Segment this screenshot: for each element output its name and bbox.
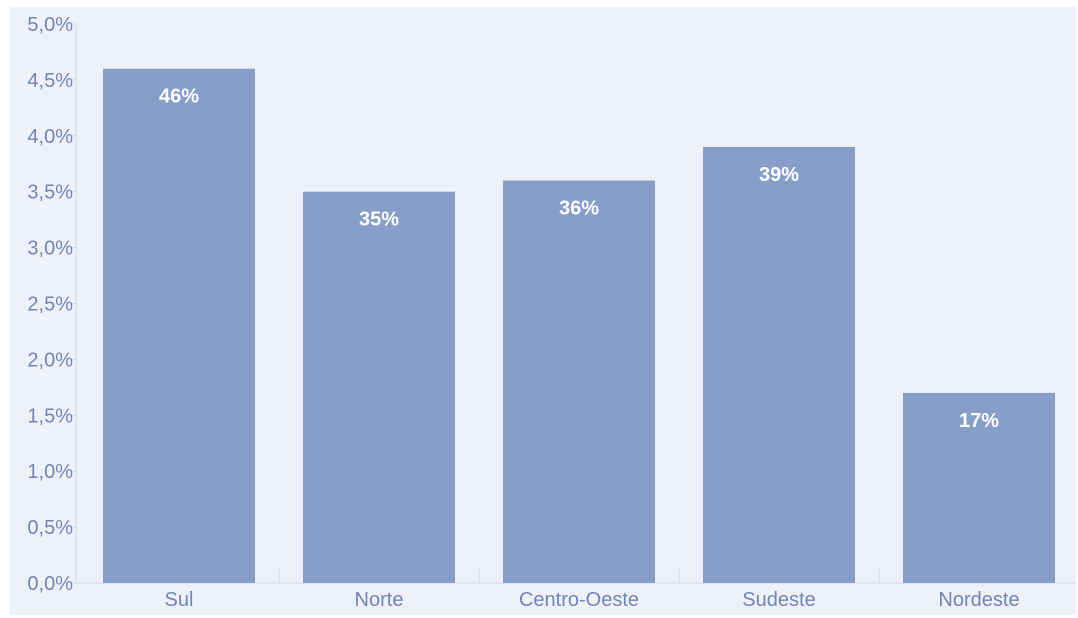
bar-norte [303,191,455,583]
y-tick-label: 2,0% [27,349,73,371]
y-tick-label: 0,0% [27,573,73,595]
y-tick-label: 4,0% [27,126,73,148]
y-tick-label: 1,0% [27,461,73,483]
data-label: 46% [159,86,199,108]
category-label: Norte [355,589,404,611]
category-label: Nordeste [938,589,1019,611]
bar-nordeste [903,392,1055,583]
bar-centro-oeste [503,180,655,583]
category-label: Sudeste [742,589,815,611]
data-label: 17% [959,410,999,432]
y-tick-label: 1,5% [27,405,73,427]
y-tick-label: 0,5% [27,517,73,539]
y-tick-label: 3,0% [27,238,73,260]
data-label: 39% [759,164,799,186]
bars [103,68,1055,584]
y-tick-label: 3,5% [27,182,73,204]
data-label: 36% [559,198,599,220]
bar-chart: 0,0% 0,5% 1,0% 1,5% 2,0% 2,5% 3,0% 3,5% 4,0% 4,5%… [27,14,1076,611]
y-axis: 0,0% 0,5% 1,0% 1,5% 2,0% 2,5% 3,0% 3,5% 4,0% 4,5%… [27,14,1076,595]
chart-panel: 0,0% 0,5% 1,0% 1,5% 2,0% 2,5% 3,0% 3,5% 4,0% 4,5%… [10,7,1076,615]
y-tick-label: 2,5% [27,294,73,316]
data-label: 35% [359,209,399,231]
y-tick-label: 5,0% [27,14,73,36]
labels: 46% Sul 35% Norte 36% Centro-Oeste 39% Sudeste 1… [159,86,1020,611]
y-tick-label: 4,5% [27,70,73,92]
category-label: Centro-Oeste [519,589,639,611]
bar-sul [103,68,255,584]
bar-sudeste [703,146,855,584]
category-label: Sul [165,589,194,611]
